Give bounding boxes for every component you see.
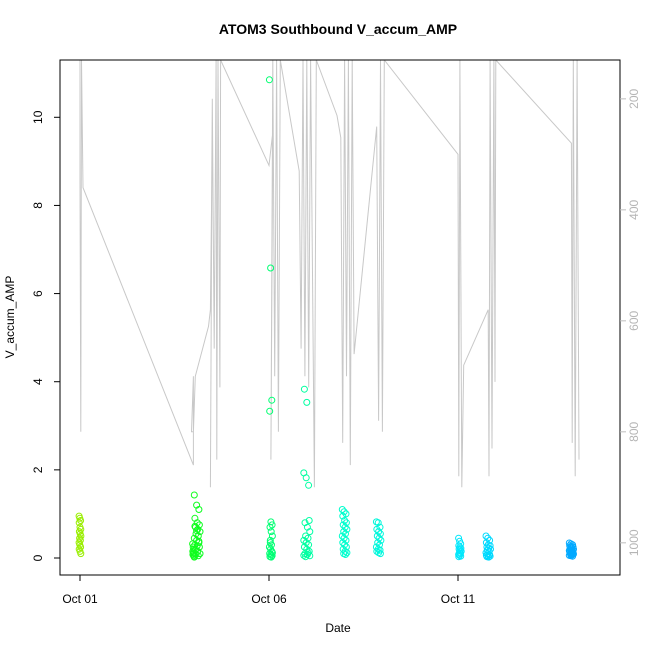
data-point	[340, 528, 348, 536]
gray-line-series	[79, 60, 580, 488]
data-point	[339, 521, 347, 529]
x-tick-label: Oct 11	[441, 592, 476, 606]
data-point	[195, 521, 203, 529]
scatter-points	[75, 76, 577, 561]
data-point	[196, 550, 204, 558]
data-point	[267, 553, 275, 561]
data-point	[267, 264, 275, 272]
data-point	[195, 537, 203, 545]
y-tick-label: 4	[31, 378, 45, 385]
plot-frame	[59, 59, 621, 576]
y-axis-left: 0 2 4 6 8 10	[31, 110, 60, 561]
x-tick-label: Oct 01	[62, 592, 98, 606]
data-point	[306, 528, 314, 536]
data-point	[268, 532, 276, 540]
data-point	[338, 506, 346, 513]
data-point	[305, 541, 313, 549]
data-point	[342, 551, 349, 558]
data-point	[300, 385, 308, 393]
data-point	[339, 539, 347, 547]
y-tick-label: 2	[31, 466, 45, 473]
right-tick-label: 400	[627, 199, 641, 219]
data-point	[266, 523, 274, 531]
right-tick-label: 1000	[627, 529, 641, 556]
data-point	[193, 527, 201, 535]
data-point	[374, 539, 382, 547]
data-point	[267, 528, 275, 536]
right-tick-label: 600	[627, 310, 641, 330]
x-tick-label: Oct 06	[251, 592, 287, 606]
data-point	[338, 532, 346, 540]
data-point	[482, 532, 490, 540]
data-point	[266, 536, 274, 544]
right-tick-label: 800	[627, 421, 641, 441]
data-point	[268, 396, 276, 404]
right-tick-label: 200	[627, 88, 641, 108]
data-point	[192, 545, 199, 553]
data-point	[485, 553, 493, 561]
data-point	[194, 552, 202, 560]
data-point	[373, 532, 381, 540]
data-point	[305, 517, 313, 524]
data-point	[373, 525, 381, 533]
data-point	[190, 491, 198, 499]
data-point	[375, 528, 383, 536]
data-point	[300, 543, 308, 551]
data-point	[341, 517, 349, 524]
data-point	[266, 539, 274, 547]
data-point	[341, 541, 349, 549]
y-tick-label: 0	[31, 554, 45, 561]
chart-title: ATOM3 Southbound V_accum_AMP	[219, 21, 457, 37]
data-point	[374, 519, 382, 527]
data-point	[268, 549, 276, 557]
data-point	[376, 550, 384, 558]
data-point	[302, 474, 310, 482]
data-point	[456, 551, 464, 559]
data-point	[193, 519, 201, 527]
data-point	[304, 534, 312, 542]
data-point	[339, 512, 347, 520]
data-point	[455, 553, 463, 561]
data-point	[302, 532, 310, 540]
data-point	[265, 76, 273, 84]
data-point	[300, 536, 308, 544]
data-point	[190, 553, 198, 561]
data-point	[75, 519, 83, 527]
data-point	[77, 550, 85, 558]
x-axis: Oct 01 Oct 06 Oct 11	[62, 575, 476, 606]
data-point	[302, 539, 310, 547]
data-point	[341, 523, 349, 531]
data-point	[343, 549, 351, 557]
data-point	[196, 528, 204, 536]
gray-series-line	[79, 60, 580, 488]
data-point	[195, 506, 203, 513]
data-point	[303, 545, 311, 553]
data-point	[268, 521, 276, 529]
data-point	[486, 552, 494, 560]
data-point	[375, 534, 383, 542]
x-axis-label: Date	[325, 621, 351, 635]
y-tick-label: 6	[31, 290, 45, 297]
data-point	[266, 407, 274, 415]
y-tick-label: 8	[31, 202, 45, 209]
data-point	[340, 534, 348, 542]
data-point	[340, 508, 348, 516]
y-axis-label: V_accum_AMP	[3, 276, 17, 359]
data-point	[305, 481, 313, 489]
y-axis-right: 200 400 600 800 1000	[620, 88, 641, 556]
data-point	[303, 398, 311, 406]
data-point	[192, 530, 200, 538]
data-point	[191, 522, 199, 530]
data-point	[569, 552, 577, 560]
data-point	[455, 551, 463, 558]
data-point	[484, 534, 492, 542]
data-point	[300, 551, 308, 559]
y-tick-label: 10	[31, 110, 45, 124]
data-point	[373, 547, 381, 555]
